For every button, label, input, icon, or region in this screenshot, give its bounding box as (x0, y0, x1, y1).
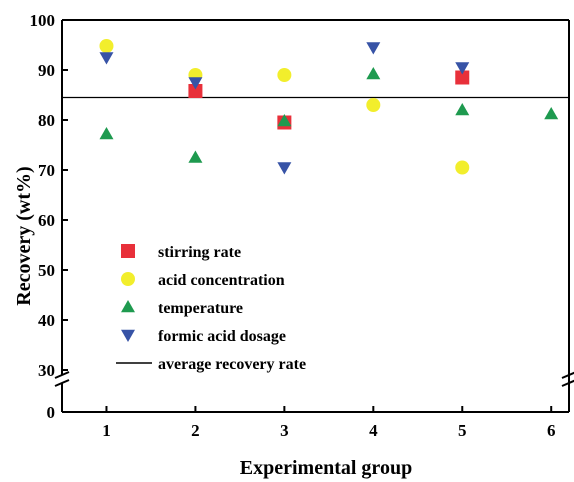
y-tick-label: 40 (38, 311, 55, 330)
x-tick-label: 2 (191, 421, 200, 440)
point-acid-concentration (277, 68, 292, 82)
point-temperature (188, 150, 203, 163)
data-points (99, 39, 559, 175)
legend-label: acid concentration (158, 272, 285, 289)
legend-marker-stirring-rate (121, 244, 135, 258)
axis-ticks: 0 30 40 50 60 70 80 90 100 1 2 3 4 5 6 (30, 11, 556, 440)
axis-break-mark-left-1 (54, 371, 70, 379)
legend-label: temperature (158, 300, 243, 317)
point-formic-acid-dosage (455, 62, 470, 75)
legend-label: stirring rate (158, 244, 241, 261)
legend-marker-formic-acid-dosage (121, 329, 135, 342)
x-tick-label: 4 (369, 421, 378, 440)
point-temperature (366, 67, 381, 80)
point-formic-acid-dosage (99, 52, 114, 65)
x-tick-label: 1 (102, 421, 111, 440)
point-formic-acid-dosage (188, 77, 203, 90)
x-tick-label: 3 (280, 421, 289, 440)
y-axis-title: Recovery (wt%) (13, 166, 35, 305)
y-tick-label: 90 (38, 61, 55, 80)
legend-marker-acid-concentration (121, 272, 135, 286)
y-tick-label: 100 (30, 11, 56, 30)
y-tick-label: 30 (38, 361, 55, 380)
axis-break-mark-left-2 (54, 379, 70, 387)
y-tick-label: 70 (38, 161, 55, 180)
legend-label: formic acid dosage (158, 328, 286, 345)
point-temperature (455, 103, 470, 116)
point-stirring-rate (188, 84, 203, 98)
legend-marker-temperature (121, 300, 135, 313)
x-axis-title: Experimental group (240, 457, 412, 479)
point-temperature (277, 114, 292, 127)
x-tick-label: 6 (547, 421, 556, 440)
y-tick-label: 50 (38, 261, 55, 280)
legend: stirring rate acid concentration temperatu… (116, 244, 306, 373)
point-formic-acid-dosage (366, 42, 381, 55)
point-stirring-rate (455, 70, 470, 85)
y-tick-label: 80 (38, 111, 55, 130)
chart-axes (54, 19, 574, 413)
legend-label: average recovery rate (158, 356, 306, 373)
point-acid-concentration (455, 160, 470, 175)
point-acid-concentration (99, 39, 114, 53)
point-temperature (99, 127, 114, 140)
x-tick-label: 5 (458, 421, 467, 440)
y-tick-label: 0 (47, 403, 56, 422)
point-acid-concentration (366, 98, 381, 112)
y-tick-label: 60 (38, 211, 55, 230)
point-temperature (544, 107, 559, 120)
point-formic-acid-dosage (277, 162, 292, 175)
